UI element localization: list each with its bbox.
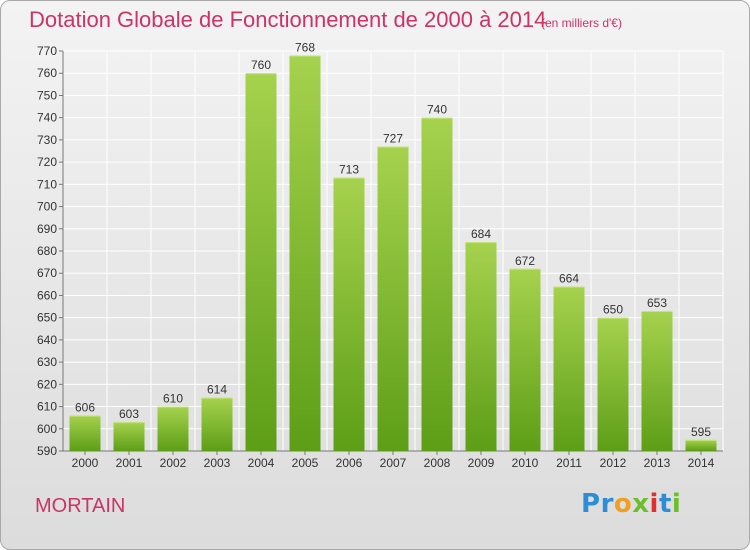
x-tick-label: 2009 bbox=[468, 456, 495, 470]
y-tick-label: 660 bbox=[37, 288, 57, 302]
proxiti-logo: Proxiti bbox=[581, 489, 682, 519]
bar-2011 bbox=[553, 286, 585, 451]
data-label: 672 bbox=[515, 254, 535, 268]
x-tick-label: 2004 bbox=[248, 456, 275, 470]
bar-2004 bbox=[245, 73, 277, 451]
y-tick-label: 650 bbox=[37, 311, 57, 325]
x-tick-label: 2013 bbox=[644, 456, 671, 470]
place-name: MORTAIN bbox=[35, 495, 126, 517]
data-label: 684 bbox=[471, 227, 491, 241]
data-label: 614 bbox=[207, 383, 227, 397]
y-tick-label: 690 bbox=[37, 222, 57, 236]
x-tick-label: 2001 bbox=[116, 456, 143, 470]
y-tick-label: 610 bbox=[37, 400, 57, 414]
bar-2012 bbox=[597, 317, 629, 451]
data-label: 727 bbox=[383, 132, 403, 146]
y-tick-label: 670 bbox=[37, 266, 57, 280]
y-tick-label: 620 bbox=[37, 377, 57, 391]
data-label: 653 bbox=[647, 296, 667, 310]
x-tick-label: 2014 bbox=[688, 456, 715, 470]
bar-2008 bbox=[421, 117, 453, 452]
bars bbox=[69, 55, 717, 452]
bar-2010 bbox=[509, 268, 541, 451]
unit-note: (en milliers d'€) bbox=[541, 16, 622, 30]
x-tick-label: 2000 bbox=[72, 456, 99, 470]
y-tick-label: 680 bbox=[37, 244, 57, 258]
bar-2003 bbox=[201, 397, 233, 451]
y-tick-label: 600 bbox=[37, 422, 57, 436]
data-label: 603 bbox=[119, 407, 139, 421]
data-label: 740 bbox=[427, 103, 447, 117]
data-label: 760 bbox=[251, 58, 271, 72]
bar-2013 bbox=[641, 311, 673, 451]
bar-2006 bbox=[333, 177, 365, 451]
x-tick-label: 2010 bbox=[512, 456, 539, 470]
data-label: 664 bbox=[559, 272, 579, 286]
x-tick-label: 2005 bbox=[292, 456, 319, 470]
bar-2007 bbox=[377, 146, 409, 452]
x-tick-label: 2006 bbox=[336, 456, 363, 470]
bar-2005 bbox=[289, 55, 321, 451]
bar-2002 bbox=[157, 406, 189, 451]
data-label: 606 bbox=[75, 400, 95, 414]
bar-2001 bbox=[113, 422, 145, 451]
y-tick-label: 630 bbox=[37, 355, 57, 369]
y-tick-label: 760 bbox=[37, 66, 57, 80]
x-tick-label: 2008 bbox=[424, 456, 451, 470]
x-tick-label: 2002 bbox=[160, 456, 187, 470]
y-tick-label: 770 bbox=[37, 44, 57, 58]
y-tick-label: 590 bbox=[37, 444, 57, 458]
data-label: 650 bbox=[603, 303, 623, 317]
data-label: 610 bbox=[163, 392, 183, 406]
data-label: 595 bbox=[691, 425, 711, 439]
data-label: 713 bbox=[339, 163, 359, 177]
y-tick-label: 710 bbox=[37, 177, 57, 191]
x-tick-label: 2003 bbox=[204, 456, 231, 470]
bar-2000 bbox=[69, 415, 101, 451]
data-label: 768 bbox=[295, 40, 315, 54]
x-tick-label: 2007 bbox=[380, 456, 407, 470]
bar-2009 bbox=[465, 242, 497, 451]
chart-title: Dotation Globale de Fonctionnement de 20… bbox=[29, 7, 547, 32]
data-labels: 606 603 610 614 760 768 713 727 740 684 672 664 650 6… bbox=[75, 40, 711, 438]
x-tick-label: 2011 bbox=[556, 456, 582, 470]
y-tick-label: 700 bbox=[37, 200, 57, 214]
y-tick-label: 740 bbox=[37, 111, 57, 125]
y-tick-label: 720 bbox=[37, 155, 57, 169]
y-tick-label: 640 bbox=[37, 333, 57, 347]
x-tick-label: 2012 bbox=[600, 456, 627, 470]
bar-2014 bbox=[685, 439, 717, 451]
y-tick-label: 750 bbox=[37, 88, 57, 102]
y-tick-label: 730 bbox=[37, 133, 57, 147]
